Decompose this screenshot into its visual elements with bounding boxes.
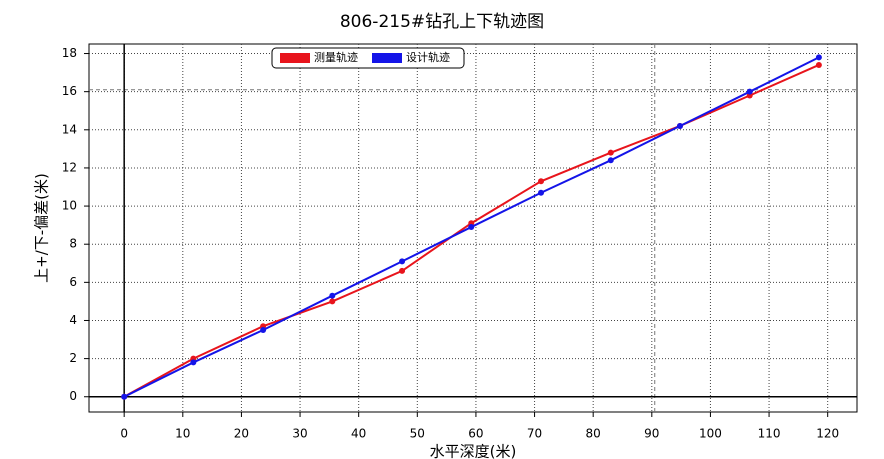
y-tick-label: 10: [62, 199, 77, 213]
x-tick-label: 60: [468, 427, 483, 441]
legend-label: 测量轨迹: [314, 50, 358, 64]
y-tick-label: 12: [62, 160, 77, 174]
x-tick-label: 20: [234, 427, 249, 441]
data-point: [538, 178, 545, 185]
legend-swatch: [372, 53, 402, 63]
legend-swatch: [280, 53, 310, 63]
data-point: [190, 359, 197, 366]
x-tick-label: 10: [175, 427, 190, 441]
x-tick-label: 0: [120, 427, 128, 441]
data-point: [815, 54, 822, 61]
data-point: [815, 61, 822, 68]
x-tick-label: 120: [816, 427, 839, 441]
legend: 测量轨迹 设计轨迹: [271, 47, 465, 69]
x-tick-label: 90: [644, 427, 659, 441]
y-tick-label: 0: [69, 389, 77, 403]
data-point: [607, 149, 614, 156]
y-tick-label: 16: [62, 84, 77, 98]
data-point: [746, 88, 753, 95]
y-tick-label: 14: [62, 122, 77, 136]
x-tick-label: 70: [527, 427, 542, 441]
x-tick-label: 30: [292, 427, 307, 441]
y-tick-label: 18: [62, 46, 77, 60]
x-tick-label: 110: [758, 427, 781, 441]
x-tick-label: 40: [351, 427, 366, 441]
data-point: [607, 157, 614, 164]
x-tick-label: 100: [699, 427, 722, 441]
data-point: [121, 393, 128, 400]
y-tick-label: 6: [69, 275, 77, 289]
data-point: [676, 122, 683, 129]
legend-label: 设计轨迹: [406, 50, 450, 64]
data-point: [399, 258, 406, 265]
y-tick-label: 8: [69, 237, 77, 251]
data-point: [538, 189, 545, 196]
data-point: [468, 224, 475, 231]
y-tick-label: 4: [69, 313, 77, 327]
x-tick-label: 80: [586, 427, 601, 441]
y-axis-label: 上+/下-偏差(米): [33, 173, 51, 283]
legend-box: [271, 47, 465, 69]
data-point: [329, 298, 336, 305]
data-point: [260, 327, 267, 334]
x-tick-label: 50: [410, 427, 425, 441]
y-tick-label: 2: [69, 351, 77, 365]
data-point: [329, 292, 336, 299]
x-axis-label: 水平深度(米): [430, 443, 517, 459]
chart-title: 806-215#钻孔上下轨迹图: [340, 12, 544, 32]
data-point: [399, 267, 406, 274]
